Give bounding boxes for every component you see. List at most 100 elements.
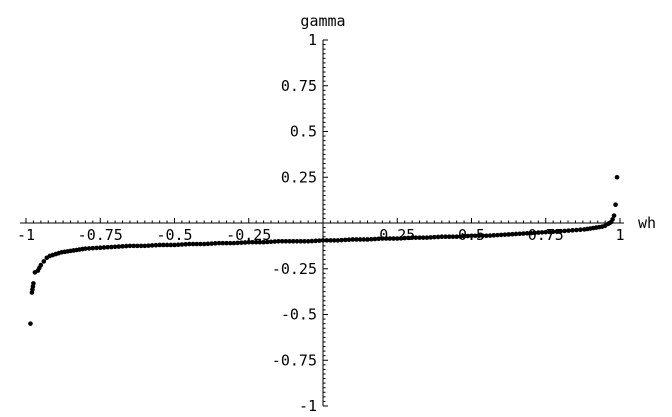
data-point-fill	[480, 233, 485, 239]
data-point	[201, 241, 207, 247]
data-point	[276, 239, 281, 244]
data-point-fill	[510, 231, 515, 237]
data-point	[424, 235, 430, 240]
data-point-fill	[391, 236, 396, 241]
data-point-fill	[257, 239, 263, 245]
data-point	[157, 242, 162, 248]
data-point-fill	[227, 240, 233, 246]
data-point-fill	[547, 229, 552, 235]
data-point-fill	[428, 235, 433, 240]
data-point-fill	[476, 233, 482, 239]
data-point	[558, 228, 563, 234]
data-point-fill	[524, 230, 530, 236]
data-point-fill	[146, 243, 151, 248]
data-point-fill	[435, 234, 441, 240]
data-point	[614, 174, 620, 180]
data-point-fill	[123, 243, 129, 249]
data-point-fill	[495, 232, 500, 238]
data-point-fill	[283, 239, 289, 244]
data-point-fill	[398, 236, 404, 241]
tick-labels: -1-0.75-0.5-0.250.250.50.75110.750.50.25…	[17, 31, 625, 415]
data-point-fill	[517, 231, 523, 237]
data-point-fill	[298, 239, 304, 244]
data-point	[112, 244, 118, 250]
data-point-fill	[205, 241, 211, 247]
data-point-fill	[420, 235, 426, 240]
data-point	[83, 246, 88, 251]
data-point-fill	[406, 235, 411, 241]
data-point-fill	[109, 244, 114, 250]
data-point	[305, 239, 311, 244]
data-point-fill	[86, 246, 92, 251]
data-point	[172, 242, 177, 248]
data-point	[409, 235, 415, 240]
data-point	[610, 217, 615, 222]
data-point-fill	[183, 241, 188, 247]
data-point-fill	[279, 239, 285, 244]
data-point-fill	[194, 241, 200, 247]
x-tick-label: 0.75	[528, 226, 564, 244]
data-point-fill	[331, 238, 337, 243]
data-point-fill	[357, 237, 363, 242]
data-point-fill	[372, 236, 378, 242]
x-tick-label: -0.75	[78, 226, 123, 244]
data-point-fill	[135, 243, 140, 249]
data-point-fill	[316, 238, 322, 243]
data-point-fill	[250, 239, 255, 245]
data-point-fill	[536, 230, 541, 235]
data-point	[350, 237, 356, 242]
data-point-fill	[328, 238, 333, 243]
axes	[20, 40, 624, 406]
data-point-fill	[566, 228, 571, 233]
y-tick-label: 0.5	[290, 123, 317, 141]
data-point	[498, 232, 504, 238]
y-tick-label: -0.25	[272, 260, 317, 278]
data-point-fill	[506, 232, 511, 237]
data-point-fill	[268, 239, 274, 245]
y-tick-label: -0.5	[281, 306, 317, 324]
data-point-fill	[116, 244, 122, 249]
data-point	[380, 236, 385, 241]
data-point	[439, 234, 445, 240]
data-point-fill	[120, 244, 125, 249]
data-point	[613, 202, 618, 207]
data-point-fill	[265, 239, 270, 245]
data-point-fill	[521, 231, 526, 236]
data-point-fill	[105, 244, 110, 250]
data-point	[513, 231, 519, 237]
x-tick-label: 0.25	[379, 226, 415, 244]
data-point-fill	[417, 235, 422, 240]
data-point-fill	[491, 233, 497, 238]
data-point-fill	[168, 242, 174, 248]
data-point	[38, 262, 44, 268]
data-point-fill	[578, 227, 583, 233]
data-point-fill	[539, 230, 545, 235]
data-point-fill	[179, 242, 185, 247]
x-axis-title: wh	[638, 214, 656, 232]
data-point	[528, 230, 534, 236]
data-point	[216, 240, 222, 246]
data-point-fill	[346, 237, 352, 242]
data-point	[187, 241, 192, 247]
data-point-fill	[342, 237, 348, 243]
x-tick-label: -0.5	[156, 226, 192, 244]
data-point-fill	[209, 241, 214, 246]
data-point-fill	[294, 239, 300, 244]
data-point-fill	[383, 236, 389, 241]
data-point-fill	[368, 236, 374, 242]
data-point-fill	[272, 239, 278, 244]
data-point-fill	[161, 242, 166, 248]
y-tick-label: 0.25	[281, 168, 317, 186]
data-point-fill	[413, 235, 419, 240]
data-point	[291, 239, 296, 244]
data-point	[454, 234, 459, 240]
data-point	[246, 239, 252, 245]
data-point-fill	[465, 233, 471, 239]
data-point-fill	[101, 245, 107, 250]
x-tick-label: 1	[615, 226, 624, 244]
data-point-fill	[309, 238, 315, 244]
data-point-fill	[574, 227, 579, 233]
data-point-fill	[94, 245, 99, 251]
x-tick-label: -1	[17, 226, 35, 244]
